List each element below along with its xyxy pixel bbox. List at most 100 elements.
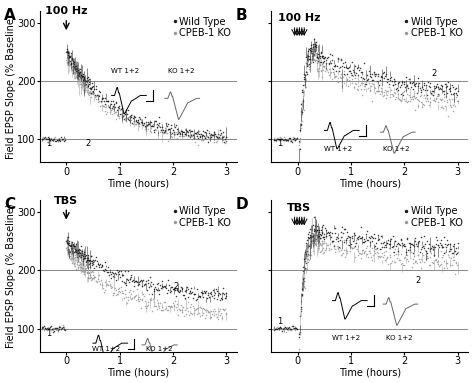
Point [297, 121, 305, 127]
Point [53, 326, 60, 332]
Point [317, 68, 325, 74]
Point [357, 251, 365, 257]
Point [274, 326, 282, 332]
Point [281, 325, 288, 331]
Point [332, 236, 340, 242]
Point [200, 288, 208, 295]
Point [373, 246, 380, 252]
Point [314, 233, 321, 239]
Point [184, 294, 191, 300]
Point [89, 88, 97, 94]
Point [349, 76, 356, 82]
Point [42, 326, 50, 332]
Point [168, 283, 175, 290]
Point [137, 296, 144, 302]
Point [441, 241, 449, 247]
Point [147, 279, 155, 285]
Point [331, 249, 338, 255]
Point [59, 325, 66, 331]
Point [344, 248, 351, 254]
Point [172, 129, 180, 136]
Point [202, 312, 210, 318]
Point [450, 96, 458, 102]
Point [55, 137, 62, 143]
Point [87, 93, 94, 100]
Text: 2: 2 [85, 139, 90, 148]
Point [339, 230, 346, 236]
Point [397, 82, 404, 88]
Point [306, 234, 313, 241]
Point [68, 239, 75, 245]
Point [56, 137, 64, 143]
Point [436, 86, 443, 92]
Point [163, 120, 170, 126]
Point [151, 303, 158, 309]
Point [366, 239, 374, 246]
Point [170, 132, 177, 138]
Point [390, 93, 397, 99]
Point [424, 255, 432, 261]
Point [282, 137, 289, 143]
Point [451, 86, 459, 92]
Point [408, 241, 416, 247]
Point [191, 291, 199, 298]
Point [321, 63, 328, 69]
Point [403, 99, 411, 105]
Point [364, 76, 372, 82]
Point [388, 78, 395, 84]
Point [391, 237, 399, 244]
Point [171, 302, 178, 308]
Point [171, 129, 178, 136]
Point [89, 83, 96, 89]
Point [139, 122, 147, 128]
Point [86, 264, 94, 270]
Point [323, 233, 330, 239]
Point [193, 131, 201, 137]
Point [323, 246, 330, 252]
Point [153, 287, 160, 293]
Point [373, 78, 381, 84]
Point [300, 278, 308, 284]
Point [130, 118, 137, 124]
Point [125, 116, 132, 122]
Point [88, 260, 96, 267]
Point [193, 133, 201, 139]
Point [404, 85, 412, 91]
Point [125, 277, 132, 283]
Point [397, 261, 404, 267]
Point [76, 253, 83, 259]
Point [307, 234, 314, 241]
Point [408, 80, 416, 86]
Point [300, 82, 308, 88]
Point [355, 64, 362, 70]
Point [215, 290, 223, 296]
Point [71, 75, 79, 81]
Point [173, 135, 181, 141]
Point [380, 252, 387, 258]
Point [274, 136, 282, 142]
Point [222, 293, 229, 299]
Point [189, 303, 197, 309]
Point [277, 324, 284, 330]
Point [312, 240, 320, 246]
Point [85, 90, 93, 96]
Legend: Wild Type, CPEB-1 KO: Wild Type, CPEB-1 KO [403, 205, 464, 229]
Point [39, 136, 47, 142]
Point [214, 136, 222, 142]
Point [436, 262, 443, 268]
Point [41, 325, 49, 331]
Point [323, 67, 331, 73]
Point [70, 70, 77, 76]
Point [161, 306, 168, 312]
Text: TBS: TBS [54, 196, 78, 206]
Point [442, 244, 450, 250]
Point [323, 65, 330, 71]
Point [125, 293, 132, 300]
Point [63, 237, 71, 243]
Point [179, 133, 186, 139]
Point [64, 55, 72, 61]
Point [70, 256, 77, 262]
Point [278, 135, 285, 141]
Point [118, 114, 126, 120]
Point [350, 229, 358, 236]
